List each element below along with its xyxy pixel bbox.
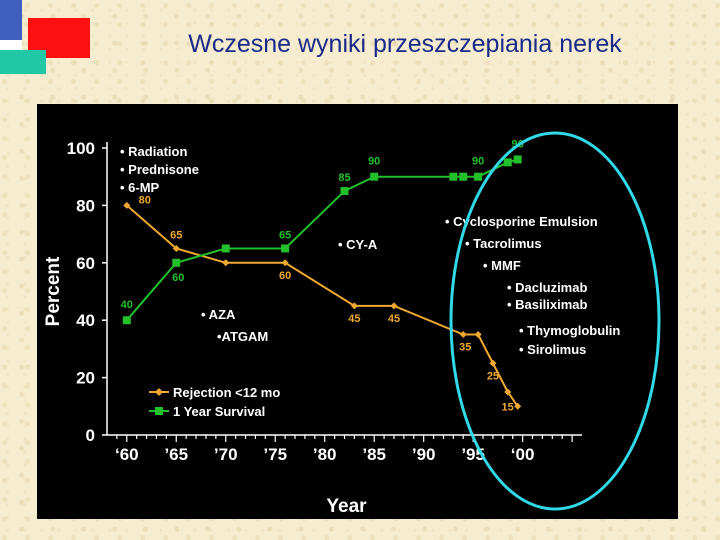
x-tick-label: ’90	[412, 445, 436, 464]
chart-panel: 0 20 40 60 80 100 ‘60’65’70’75’80’85’90’95 ‘00 Y…	[37, 104, 678, 519]
legend-marker	[155, 388, 163, 396]
logo-teal-square	[0, 50, 46, 74]
legend-marker	[155, 407, 163, 415]
x-tick-label: ’80	[313, 445, 337, 464]
x-tick-label: ’85	[362, 445, 386, 464]
data-label: 90	[472, 156, 484, 168]
data-label: 65	[279, 229, 291, 241]
series-line-1	[126, 158, 518, 321]
data-label: 90	[368, 156, 380, 168]
logo-blue-square	[0, 0, 22, 40]
survival-point	[474, 172, 483, 181]
highlight-ellipse-shape	[449, 131, 661, 511]
x-tick-label: ‘60	[115, 445, 139, 464]
rejection-point	[474, 331, 482, 339]
survival-point	[340, 187, 349, 196]
survival-point	[281, 244, 290, 253]
y-tick-label: 60	[76, 254, 95, 273]
rejection-point	[350, 302, 358, 310]
y-tick-label: 0	[86, 426, 95, 445]
survival-point	[122, 316, 131, 325]
x-tick-label: ’65	[164, 445, 188, 464]
data-label: 40	[121, 299, 133, 311]
y-tick-label: 100	[67, 139, 95, 158]
rejection-point	[459, 331, 467, 339]
survival-point	[513, 155, 522, 164]
annotation-text: • Tacrolimus	[465, 236, 542, 251]
slide-title: Wczesne wyniki przeszczepiania nerek	[188, 30, 622, 58]
legend-label-1: 1 Year Survival	[173, 404, 265, 419]
annotation-text: • 6-MP	[120, 180, 160, 195]
data-label: 35	[459, 342, 471, 354]
annotation-text: • CY-A	[338, 237, 378, 252]
annotation-text: • AZA	[201, 307, 236, 322]
annotation-text: • MMF	[483, 258, 521, 273]
survival-point	[221, 244, 230, 253]
y-tick-label: 20	[76, 369, 95, 388]
annotation-text: • Thymoglobulin	[519, 323, 620, 338]
series-lines	[126, 158, 519, 407]
annotation-text: •ATGAM	[217, 329, 268, 344]
series-markers	[122, 155, 522, 410]
legend-label-0: Rejection <12 mo	[173, 385, 280, 400]
rejection-point	[222, 259, 230, 267]
annotation-text: • Prednisone	[120, 162, 199, 177]
y-tick-label: 40	[76, 311, 95, 330]
highlight-ellipse	[449, 131, 661, 511]
annotation-text: • Sirolimus	[519, 342, 586, 357]
data-label: 15	[502, 401, 514, 413]
data-label: 45	[388, 313, 400, 325]
annotations: • Radiation • Prednisone • 6-MP • AZA •ATGAM…	[120, 144, 620, 357]
data-label: 45	[348, 313, 360, 325]
x-tick-label: ’75	[263, 445, 287, 464]
survival-point	[172, 258, 181, 267]
data-label: 80	[139, 194, 151, 206]
y-axis-title: Percent	[43, 256, 64, 326]
annotation-text: • Dacluzimab	[507, 280, 587, 295]
data-label: 65	[170, 229, 182, 241]
x-axis-title: Year	[326, 496, 367, 517]
rejection-point	[489, 359, 497, 367]
survival-point	[449, 172, 458, 181]
x-tick-label: ’70	[214, 445, 238, 464]
data-label: 25	[487, 370, 499, 382]
rejection-point	[504, 388, 512, 396]
survival-point	[503, 158, 512, 167]
x-tick-label: ‘00	[511, 445, 535, 464]
data-label: 60	[172, 272, 184, 284]
annotation-text: • Cyclosporine Emulsion	[445, 214, 598, 229]
legend: Rejection <12 mo 1 Year Survival	[149, 385, 280, 419]
series-line-0	[126, 204, 519, 407]
data-label: 85	[338, 172, 350, 184]
rejection-point	[390, 302, 398, 310]
survival-point	[370, 172, 379, 181]
rejection-point	[172, 244, 180, 252]
rejection-point	[514, 402, 522, 410]
rejection-point	[281, 259, 289, 267]
data-label: 60	[279, 270, 291, 282]
rejection-point	[123, 201, 131, 209]
survival-point	[459, 172, 468, 181]
annotation-text: • Radiation	[120, 144, 187, 159]
annotation-text: • Basiliximab	[507, 297, 587, 312]
y-tick-label: 80	[76, 196, 95, 215]
